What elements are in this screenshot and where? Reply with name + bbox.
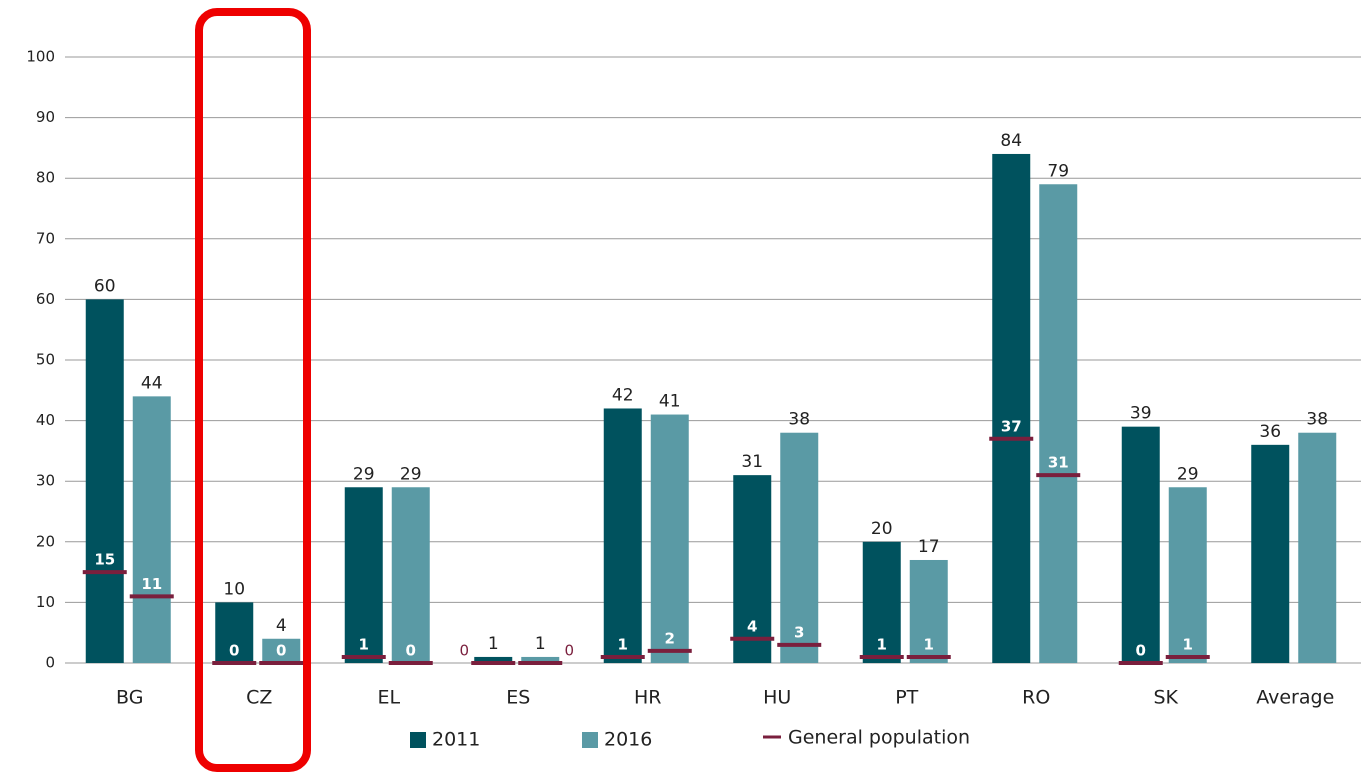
highlight-box [195, 8, 311, 772]
y-tick-label: 10 [36, 593, 55, 611]
bar [262, 638, 301, 663]
bar [474, 656, 513, 663]
bar [650, 414, 689, 663]
value-label: 36 [1259, 422, 1281, 442]
value-label: 1 [535, 634, 546, 654]
bar [132, 396, 171, 663]
y-tick-label: 50 [36, 351, 55, 369]
bar [521, 656, 560, 663]
bar [1121, 426, 1160, 663]
bar [1168, 487, 1207, 663]
general-population-label: 1 [618, 635, 628, 653]
value-label: 41 [659, 392, 681, 412]
general-population-label: 15 [94, 551, 115, 569]
bar [1251, 444, 1290, 663]
general-population-label: 1 [359, 635, 369, 653]
y-tick-label: 0 [45, 654, 55, 672]
x-tick-label: Average [1256, 687, 1334, 709]
value-label: 44 [141, 373, 163, 393]
general-population-label: 4 [747, 617, 757, 635]
value-label: 10 [223, 579, 245, 599]
value-label: 20 [871, 519, 893, 539]
x-tick-label: RO [1022, 687, 1050, 709]
bar [1039, 184, 1078, 663]
general-population-label: 3 [794, 623, 804, 641]
x-tick-label: CZ [246, 687, 272, 709]
bar [780, 432, 819, 663]
value-label: 29 [400, 464, 422, 484]
y-tick-label: 70 [36, 229, 55, 247]
bar [391, 487, 430, 663]
legend-swatch [582, 732, 598, 748]
value-label: 39 [1130, 404, 1152, 424]
bar [862, 541, 901, 663]
bar [215, 602, 254, 663]
general-population-label: 0 [1136, 642, 1146, 660]
legend-label: 2016 [604, 729, 652, 751]
general-population-label: 2 [665, 629, 675, 647]
general-population-label: 0 [229, 642, 239, 660]
y-tick-label: 20 [36, 532, 55, 550]
value-label: 31 [741, 452, 763, 472]
value-label: 38 [1306, 410, 1328, 430]
general-population-label: 1 [1183, 635, 1193, 653]
legend-swatch [410, 732, 426, 748]
general-population-label: 11 [141, 575, 162, 593]
bar [603, 408, 642, 663]
general-population-label: 0 [406, 642, 416, 660]
general-population-label: 1 [877, 635, 887, 653]
legend-label: General population [788, 727, 970, 749]
bar [909, 559, 948, 663]
x-tick-label: PT [895, 687, 918, 709]
bar [1298, 432, 1337, 663]
value-label: 84 [1000, 131, 1022, 151]
x-tick-label: EL [377, 687, 400, 709]
value-label: 38 [788, 410, 810, 430]
y-tick-label: 30 [36, 472, 55, 490]
value-label: 29 [1177, 464, 1199, 484]
general-population-label: 1 [924, 635, 934, 653]
value-label: 1 [488, 634, 499, 654]
y-tick-label: 100 [26, 48, 55, 66]
bar [992, 153, 1031, 663]
y-tick-label: 40 [36, 411, 55, 429]
bar [85, 299, 124, 663]
value-label: 60 [94, 276, 116, 296]
value-label: 17 [918, 537, 940, 557]
x-tick-label: BG [116, 687, 143, 709]
value-label: 29 [353, 464, 375, 484]
general-population-label: 0 [459, 642, 469, 660]
legend-label: 2011 [432, 729, 480, 751]
bar [344, 487, 383, 663]
value-label: 42 [612, 385, 634, 405]
y-tick-label: 60 [36, 290, 55, 308]
value-label: 79 [1047, 161, 1069, 181]
general-population-label: 0 [564, 642, 574, 660]
x-tick-label: SK [1153, 687, 1178, 709]
general-population-label: 37 [1001, 417, 1022, 435]
general-population-label: 31 [1048, 454, 1069, 472]
y-tick-label: 90 [36, 108, 55, 126]
x-tick-label: HU [763, 687, 791, 709]
x-tick-label: HR [634, 687, 662, 709]
general-population-label: 0 [276, 642, 286, 660]
bar [733, 475, 772, 663]
y-tick-label: 80 [36, 169, 55, 187]
x-tick-label: ES [506, 687, 530, 709]
value-label: 4 [276, 616, 287, 636]
